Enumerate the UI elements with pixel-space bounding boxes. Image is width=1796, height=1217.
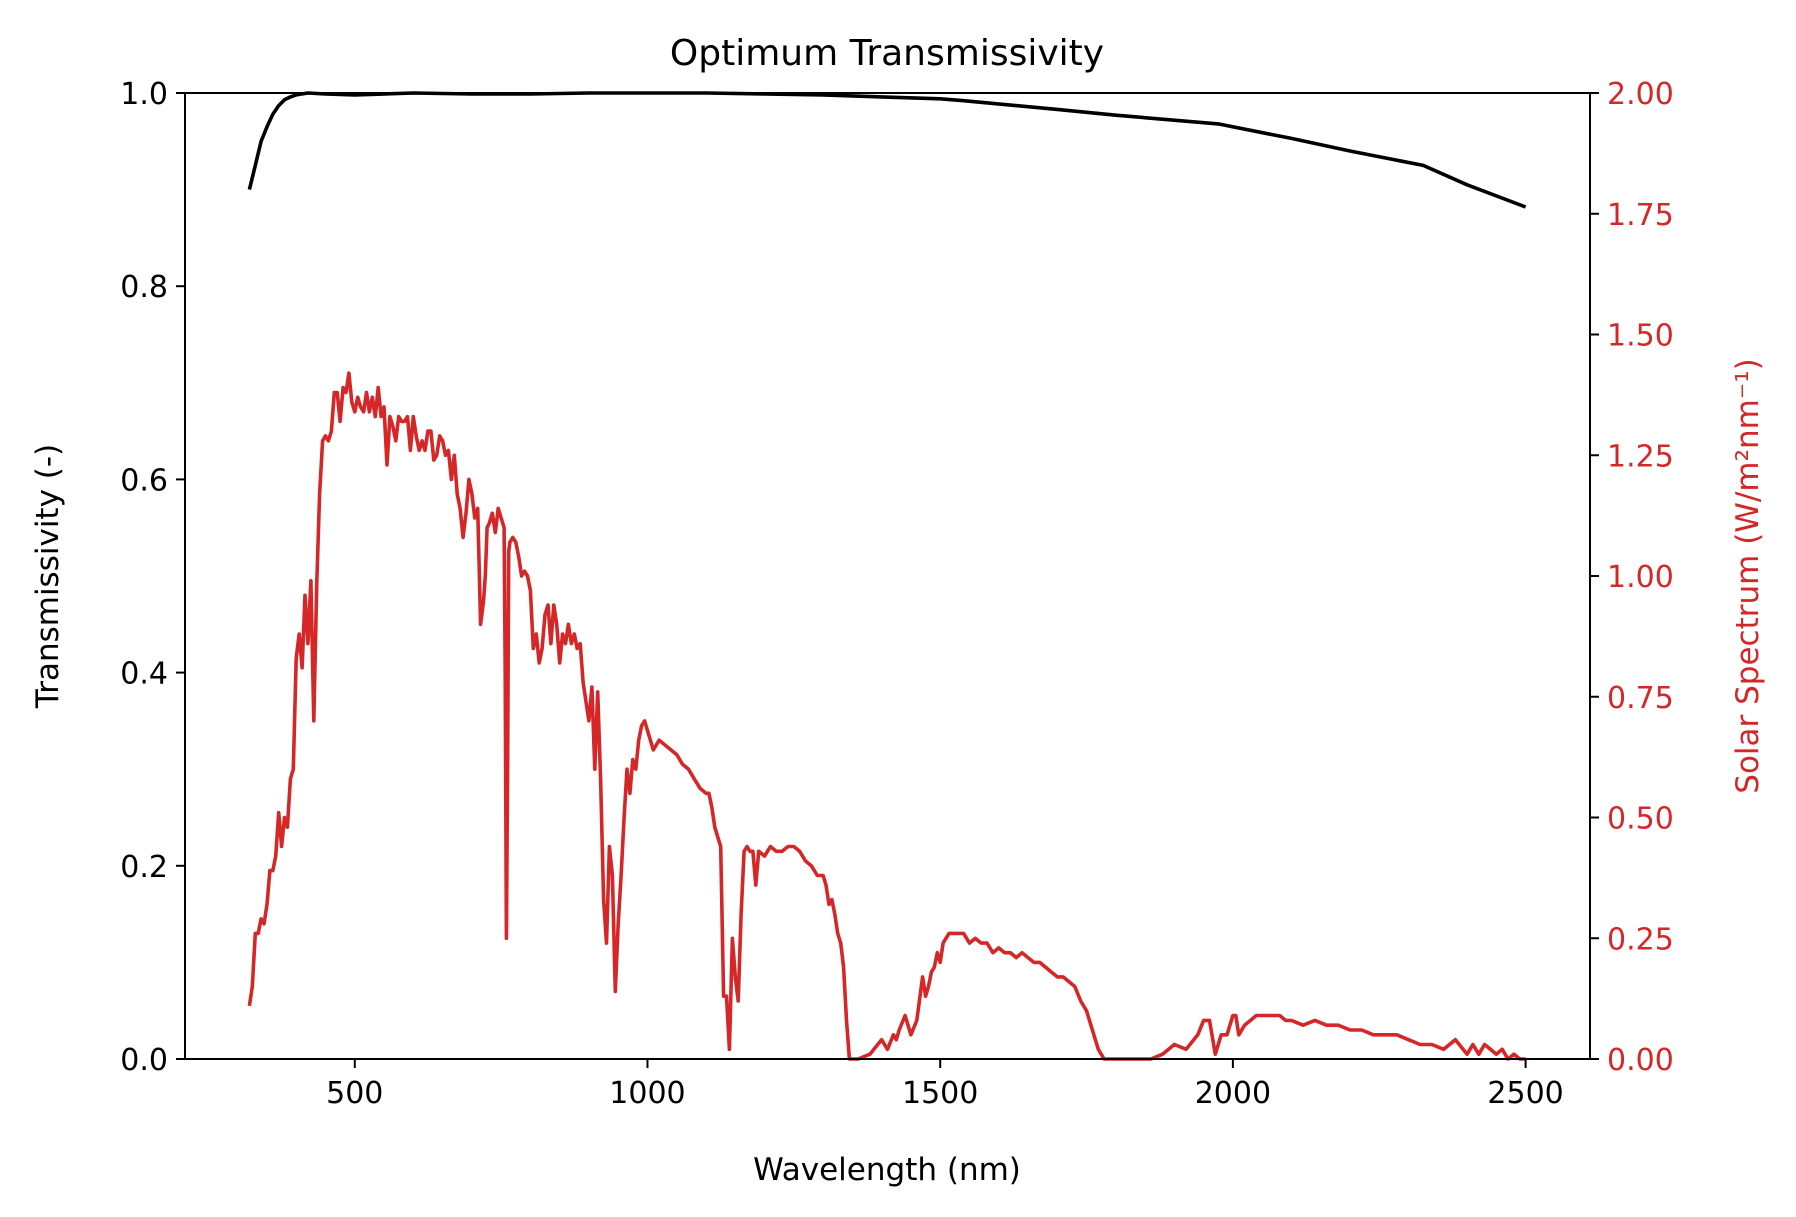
y2-tick-label: 1.00 (1607, 560, 1674, 595)
y2-tick-label: 0.00 (1607, 1043, 1674, 1078)
y2-tick-label: 1.75 (1607, 198, 1674, 233)
y2-axis-title: Solar Spectrum (W/m²nm⁻¹) (1730, 358, 1766, 793)
y-tick-label: 0.4 (120, 657, 168, 692)
y-axis-title: Transmissivity (-) (30, 444, 66, 709)
y-tick-label: 0.6 (120, 463, 168, 498)
plot-frame (184, 92, 1591, 1060)
transmissivity-line (247, 91, 1527, 209)
x-axis-title: Wavelength (nm) (753, 1152, 1021, 1188)
y-tick-label: 0.8 (120, 270, 168, 305)
y2-tick-label: 1.25 (1607, 439, 1674, 474)
x-tick-label: 500 (326, 1076, 383, 1111)
y2-tick-label: 0.25 (1607, 922, 1674, 957)
y2-tick-label: 0.50 (1607, 802, 1674, 837)
x-tick-label: 1000 (609, 1076, 685, 1111)
x-tick-label: 2000 (1195, 1076, 1271, 1111)
x-axis: 500 1000 1500 2000 2500 (326, 1059, 1564, 1111)
y-axis-left: 0.0 0.2 0.4 0.6 0.8 1.0 (120, 77, 185, 1078)
x-tick-label: 2500 (1487, 1076, 1563, 1111)
y2-tick-label: 0.75 (1607, 681, 1674, 716)
x-tick-label: 1500 (902, 1076, 978, 1111)
y2-tick-label: 2.00 (1607, 77, 1674, 112)
chart-title: Optimum Transmissivity (670, 33, 1104, 74)
y-tick-label: 0.0 (120, 1043, 168, 1078)
y-tick-label: 0.2 (120, 850, 168, 885)
solar-spectrum-line (247, 371, 1526, 1061)
y2-tick-label: 1.50 (1607, 319, 1674, 354)
series-layer (247, 91, 1527, 1061)
y-axis-right: 0.00 0.25 0.50 0.75 1.00 1.25 1.50 1.75 2.00 (1590, 77, 1674, 1078)
y-tick-label: 1.0 (120, 77, 168, 112)
